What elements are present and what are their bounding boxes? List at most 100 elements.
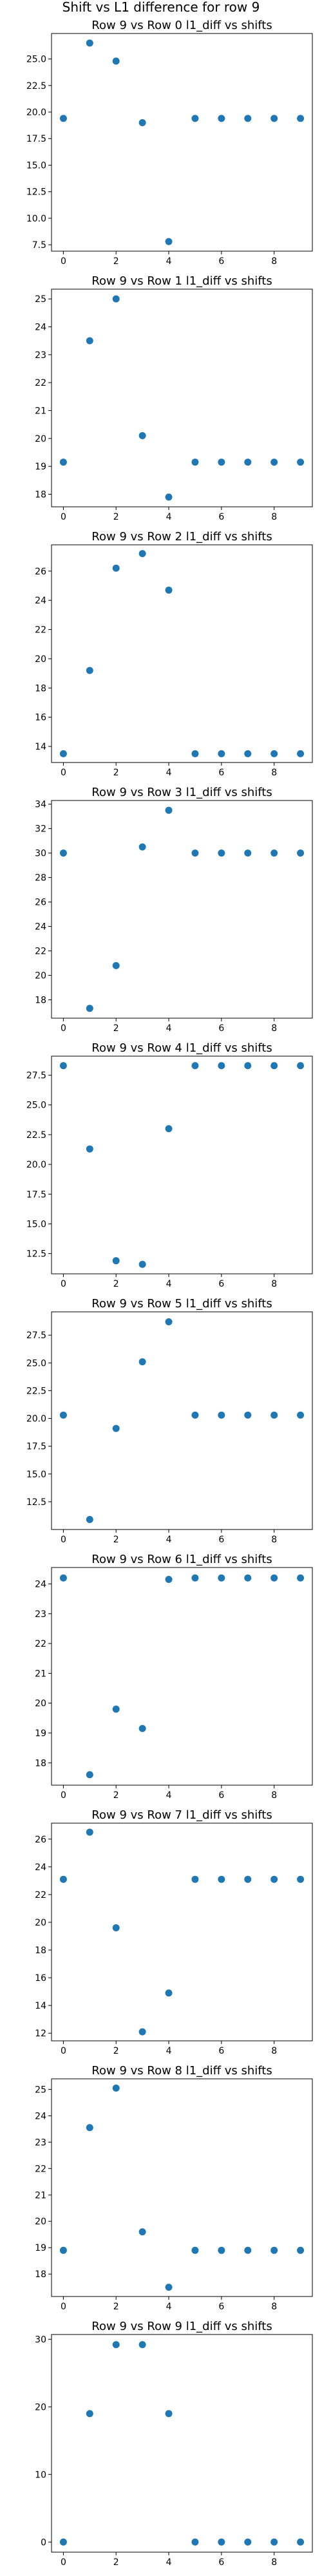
data-point	[297, 2246, 305, 2254]
y-tick-label: 23	[35, 1609, 46, 1620]
data-point	[165, 2284, 173, 2291]
data-point	[86, 667, 93, 674]
data-point	[86, 2410, 93, 2418]
y-tick-label: 12.5	[26, 1497, 46, 1508]
x-tick-label: 6	[218, 1023, 224, 1034]
x-tick-label: 8	[271, 1535, 277, 1545]
data-point	[191, 849, 199, 857]
x-tick-label: 8	[271, 2046, 277, 2056]
data-point	[270, 1875, 278, 1883]
data-point	[218, 750, 225, 757]
x-tick-label: 4	[166, 1535, 172, 1545]
x-tick-label: 0	[61, 2046, 66, 2056]
data-point	[112, 2341, 120, 2349]
y-tick-label: 25.0	[26, 1101, 46, 1111]
data-point	[59, 750, 67, 757]
x-tick-label: 0	[61, 1279, 66, 1289]
data-point	[165, 1576, 173, 1584]
subplot-title: Row 9 vs Row 8 l1_diff vs shifts	[91, 2064, 272, 2078]
y-tick-label: 20	[35, 2217, 46, 2227]
x-tick-label: 0	[61, 1023, 66, 1034]
data-point	[59, 115, 67, 122]
axes-frame	[51, 544, 313, 763]
y-tick-label: 7.5	[32, 240, 46, 251]
x-tick-label: 6	[218, 512, 224, 522]
data-point	[218, 2538, 225, 2546]
data-point	[297, 115, 305, 122]
data-point	[112, 2084, 120, 2092]
x-tick-label: 8	[271, 1279, 277, 1289]
y-tick-label: 17.5	[26, 1442, 46, 1452]
x-tick-label: 6	[218, 1535, 224, 1545]
y-tick-label: 23	[35, 350, 46, 361]
figure-title: Shift vs L1 difference for row 9	[62, 0, 260, 15]
data-point	[112, 1425, 120, 1432]
data-point	[86, 39, 93, 47]
x-tick-label: 0	[61, 768, 66, 778]
y-tick-label: 22	[35, 1639, 46, 1649]
axes-frame	[51, 2078, 313, 2297]
y-tick-label: 26	[35, 898, 46, 908]
data-point	[270, 115, 278, 122]
data-point	[270, 2246, 278, 2254]
y-tick-label: 24	[35, 2111, 46, 2121]
data-point	[244, 750, 252, 757]
data-point	[112, 295, 120, 303]
y-tick-label: 17.5	[26, 134, 46, 144]
y-tick-label: 16	[35, 1973, 46, 1984]
x-tick-label: 0	[61, 256, 66, 267]
y-tick-label: 12.5	[26, 1249, 46, 1260]
x-tick-label: 6	[218, 2557, 224, 2568]
data-point	[138, 1260, 146, 1268]
y-tick-label: 16	[35, 713, 46, 723]
data-point	[270, 750, 278, 757]
x-tick-label: 0	[61, 2302, 66, 2312]
data-point	[297, 1411, 305, 1419]
data-point	[112, 1924, 120, 1932]
data-point	[191, 2246, 199, 2254]
axes-frame	[51, 33, 313, 252]
data-point	[191, 115, 199, 122]
y-tick-label: 30	[35, 849, 46, 859]
y-tick-label: 15.0	[26, 1219, 46, 1229]
subplot-title: Row 9 vs Row 0 l1_diff vs shifts	[91, 19, 272, 32]
x-tick-label: 6	[218, 256, 224, 267]
subplot-title: Row 9 vs Row 5 l1_diff vs shifts	[91, 1297, 272, 1311]
data-point	[297, 459, 305, 466]
subplot-5: Row 9 vs Row 5 l1_diff vs shifts 0 2 4 6 8 12.…	[26, 1297, 313, 1545]
data-point	[59, 1875, 67, 1883]
y-tick-label: 25	[35, 2085, 46, 2095]
data-point	[244, 2246, 252, 2254]
x-tick-label: 0	[61, 1790, 66, 1801]
subplot-title: Row 9 vs Row 3 l1_diff vs shifts	[91, 786, 272, 799]
y-tick-label: 26	[35, 1835, 46, 1845]
x-tick-label: 4	[166, 1023, 172, 1034]
y-tick-label: 18	[35, 490, 46, 500]
y-tick-label: 24	[35, 922, 46, 933]
subplot-0: Row 9 vs Row 0 l1_diff vs shifts 0 2 4 6 8 7.5…	[26, 19, 313, 267]
data-point	[112, 564, 120, 572]
y-tick-label: 10	[35, 2470, 46, 2480]
y-tick-label: 24	[35, 596, 46, 606]
y-tick-label: 25.0	[26, 1358, 46, 1368]
data-point	[270, 2538, 278, 2546]
x-tick-label: 2	[113, 256, 119, 267]
data-point	[138, 118, 146, 126]
data-point	[86, 2124, 93, 2132]
data-point	[244, 115, 252, 122]
data-point	[218, 115, 225, 122]
data-point	[165, 806, 173, 814]
axes-frame	[51, 289, 313, 507]
y-tick-label: 20	[35, 434, 46, 444]
data-point	[218, 1875, 225, 1883]
y-tick-label: 15.0	[26, 160, 46, 171]
data-point	[138, 843, 146, 851]
y-tick-label: 22.5	[26, 1386, 46, 1396]
y-tick-label: 15.0	[26, 1470, 46, 1480]
axes-frame	[51, 800, 313, 1019]
